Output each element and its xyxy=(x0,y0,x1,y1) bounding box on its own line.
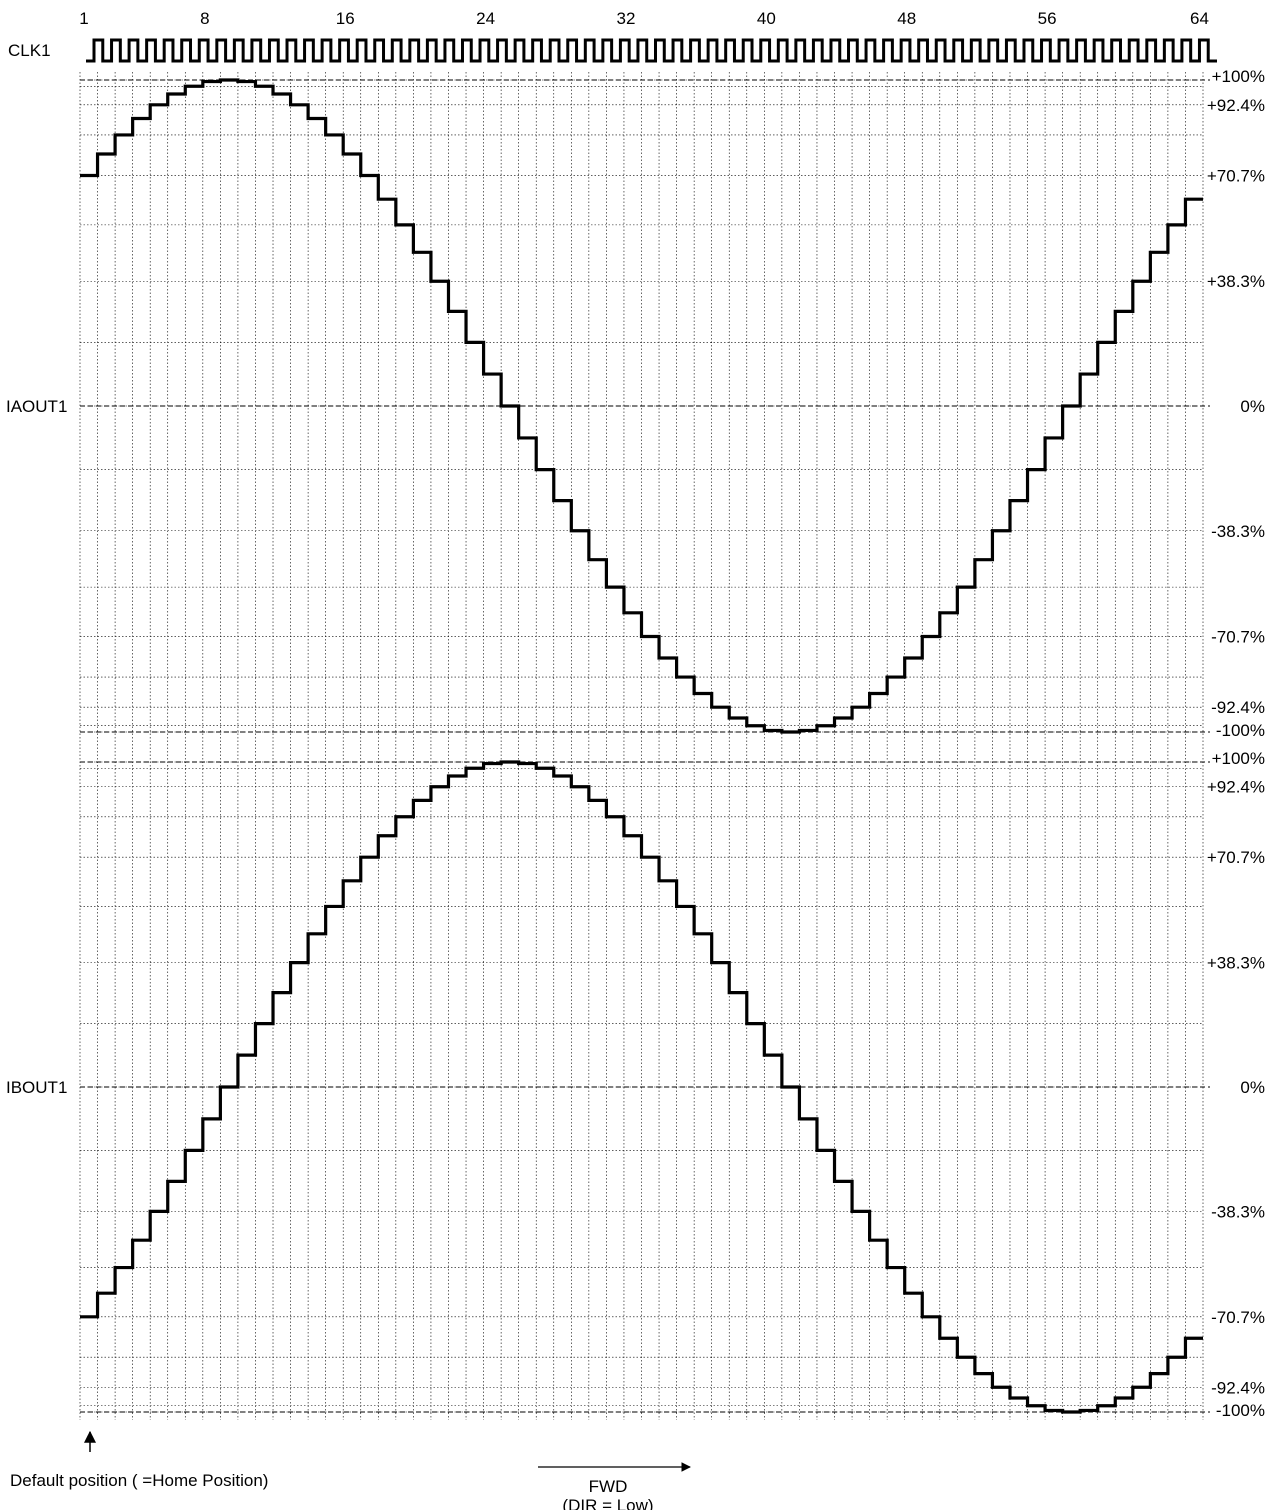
labels: 1 8 16 24 32 40 48 56 64 CLK1 IAOUT1 +100% +92.4% +70… xyxy=(6,9,1265,1420)
level-label: -70.7% xyxy=(1211,1308,1265,1327)
fwd-label: FWD xyxy=(589,1477,628,1496)
clock-label: CLK1 xyxy=(8,41,51,60)
home-position-label: Default position ( =Home Position) xyxy=(10,1471,268,1490)
level-label: -92.4% xyxy=(1211,1378,1265,1397)
channel-label: IBOUT1 xyxy=(6,1078,67,1097)
level-label: -100% xyxy=(1216,1401,1265,1420)
level-label: +38.3% xyxy=(1207,272,1265,291)
level-label: -38.3% xyxy=(1211,1202,1265,1221)
level-label: +100% xyxy=(1212,67,1265,86)
level-label: +70.7% xyxy=(1207,848,1265,867)
grid xyxy=(79,72,1210,1420)
channel-label: IAOUT1 xyxy=(6,397,67,416)
level-label: +38.3% xyxy=(1207,954,1265,973)
level-label: 0% xyxy=(1240,397,1265,416)
level-label: +92.4% xyxy=(1207,96,1265,115)
step-label: 48 xyxy=(897,9,916,28)
step-label: 40 xyxy=(757,9,776,28)
level-label: -92.4% xyxy=(1211,698,1265,717)
step-label: 16 xyxy=(336,9,355,28)
step-label: 24 xyxy=(476,9,495,28)
level-label: +92.4% xyxy=(1207,778,1265,797)
step-label: 64 xyxy=(1190,9,1209,28)
step-label: 56 xyxy=(1038,9,1057,28)
step-label: 8 xyxy=(200,9,209,28)
waveforms xyxy=(80,78,1203,1414)
level-label: +100% xyxy=(1212,749,1265,768)
waveform-iaout1 xyxy=(80,78,1203,734)
level-label: -70.7% xyxy=(1211,627,1265,646)
level-label: +70.7% xyxy=(1207,167,1265,186)
waveform-ibout1 xyxy=(80,760,1203,1414)
dir-note-label: (DIR = Low) xyxy=(562,1496,653,1510)
clock-waveform xyxy=(86,38,1217,63)
step-label: 32 xyxy=(616,9,635,28)
step-label: 1 xyxy=(79,9,88,28)
clock-signal xyxy=(86,38,1217,63)
level-label: -100% xyxy=(1216,721,1265,740)
level-label: 0% xyxy=(1240,1078,1265,1097)
level-label: -38.3% xyxy=(1211,522,1265,541)
